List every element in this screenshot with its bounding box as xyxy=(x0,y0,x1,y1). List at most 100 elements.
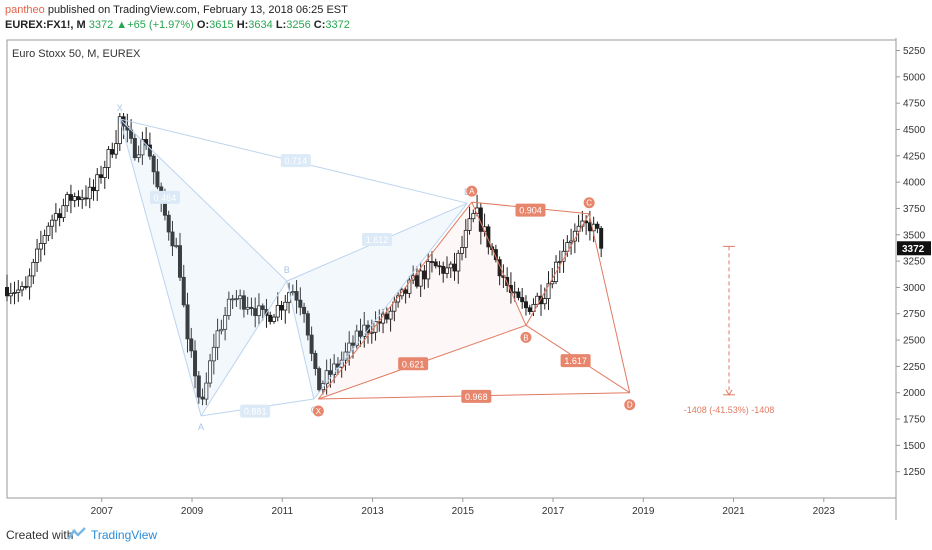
blue-ratio-label: 0.714 xyxy=(285,156,308,166)
candle-body xyxy=(16,289,21,293)
candle-body xyxy=(298,299,303,308)
y-tick-label: 1250 xyxy=(903,467,926,478)
candle-body xyxy=(290,291,295,294)
blue-ratio-label: 1.612 xyxy=(366,235,389,245)
close-value: 3372 xyxy=(325,19,350,31)
candle-body xyxy=(241,295,246,310)
red-point-label: D xyxy=(627,401,633,410)
candle-body xyxy=(557,260,562,263)
candle-body xyxy=(497,259,502,277)
candle-body xyxy=(599,227,604,249)
red-ratio-label: 0.621 xyxy=(402,359,425,369)
y-tick-label: 3250 xyxy=(903,257,926,268)
candle-body xyxy=(174,245,179,248)
blue-pattern-leg xyxy=(286,280,315,400)
red-ratio-label: 0.904 xyxy=(519,206,542,216)
candle-body xyxy=(223,315,228,330)
candle-body xyxy=(516,291,521,298)
candle-body xyxy=(595,223,600,229)
red-pattern-leg xyxy=(525,213,590,326)
candle-body xyxy=(388,310,393,320)
y-tick-label: 2500 xyxy=(903,336,926,347)
y-tick-label: 3000 xyxy=(903,283,926,294)
red-ratio-box xyxy=(398,357,429,371)
x-tick-label: 2011 xyxy=(272,506,294,517)
red-point-label: C xyxy=(586,199,592,208)
candle-body xyxy=(20,286,25,291)
candle-body xyxy=(260,305,265,310)
tradingview-brand[interactable]: TradingView xyxy=(91,528,158,542)
candle-body xyxy=(91,186,96,192)
x-tick-label: 2023 xyxy=(813,506,836,517)
candle-body xyxy=(27,275,32,288)
candle-body xyxy=(275,304,280,318)
candle-body xyxy=(418,270,423,287)
blue-ratio-box xyxy=(240,404,271,418)
chart-area[interactable]: 1250 1500 1750 2000 2250 2500 2750 3000 3250 3500… xyxy=(0,38,932,520)
candle-body xyxy=(256,305,261,317)
candle-body xyxy=(253,308,258,317)
candle-body xyxy=(61,205,66,219)
candle-body xyxy=(110,149,115,155)
candle-body xyxy=(384,313,389,320)
change-arrow: ▲ xyxy=(116,19,128,31)
x-tick-label: 2021 xyxy=(722,506,745,517)
low-label: L: xyxy=(275,19,287,31)
open-value: 3615 xyxy=(209,19,234,31)
quote-line: EUREX:FX1!, M 3372 ▲+65 (+1.97%) O:3615 … xyxy=(5,19,350,31)
y-tick-label: 4250 xyxy=(903,151,926,162)
tradingview-logo-icon[interactable] xyxy=(67,527,87,541)
candle-body xyxy=(193,350,198,377)
candle-body xyxy=(324,370,329,385)
candle-body xyxy=(245,306,250,310)
candle-body xyxy=(426,261,431,280)
candle-body xyxy=(539,295,544,305)
candle-body xyxy=(238,295,243,300)
published-text: published on TradingView.com, February 1… xyxy=(44,4,348,16)
candle-body xyxy=(200,396,205,400)
low-value: 3256 xyxy=(286,19,311,31)
candle-body xyxy=(350,342,355,346)
candle-body xyxy=(215,330,220,348)
red-pattern-leg xyxy=(588,213,631,393)
red-ratio-box xyxy=(560,354,591,368)
candle-body xyxy=(283,301,288,311)
candle-body xyxy=(50,219,55,227)
candle-body xyxy=(23,286,28,288)
candle-body xyxy=(399,289,404,297)
candle-body xyxy=(332,363,337,375)
price-chart[interactable]: 1250 1500 1750 2000 2250 2500 2750 3000 3250 3500… xyxy=(0,38,932,520)
x-tick-label: 2019 xyxy=(632,506,655,517)
candle-body xyxy=(185,304,190,340)
y-tick-label: 3500 xyxy=(903,230,926,241)
candle-body xyxy=(422,270,427,280)
candle-body xyxy=(136,154,141,159)
candle-body xyxy=(448,263,453,269)
author-link[interactable]: pantheo xyxy=(5,4,45,16)
candle-body xyxy=(208,360,213,384)
candle-body xyxy=(35,248,40,263)
candle-body xyxy=(320,383,325,391)
candle-body xyxy=(354,330,359,346)
candle-body xyxy=(80,197,85,201)
projection-label: -1408 (-41.53%) -1408 xyxy=(684,405,775,415)
blue-ratio-box xyxy=(362,233,393,247)
candle-body xyxy=(305,313,310,336)
candle-body xyxy=(429,261,434,263)
last-price-tag xyxy=(897,241,931,256)
candle-body xyxy=(309,334,314,354)
blue-ratio-label: 0.464 xyxy=(154,193,177,203)
candle-body xyxy=(467,218,472,231)
candle-body xyxy=(328,370,333,375)
candle-body xyxy=(550,281,555,285)
candle-body xyxy=(8,292,13,297)
candle-body xyxy=(523,301,528,309)
red-point-marker xyxy=(520,331,532,343)
last-price: 3372 xyxy=(88,19,114,31)
blue-pattern-leg xyxy=(200,280,288,417)
candle-body xyxy=(170,231,175,247)
candle-body xyxy=(132,138,137,159)
footer: Created with TradingView xyxy=(0,520,932,550)
candle-body xyxy=(83,197,88,200)
blue-point-label: A xyxy=(198,422,204,432)
